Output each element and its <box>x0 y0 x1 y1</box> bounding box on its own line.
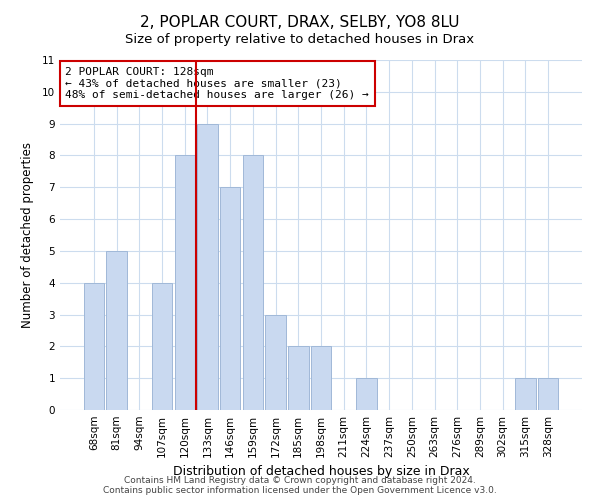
Bar <box>311 346 331 410</box>
Text: 2, POPLAR COURT, DRAX, SELBY, YO8 8LU: 2, POPLAR COURT, DRAX, SELBY, YO8 8LU <box>140 15 460 30</box>
Text: 2 POPLAR COURT: 128sqm
← 43% of detached houses are smaller (23)
48% of semi-det: 2 POPLAR COURT: 128sqm ← 43% of detached… <box>65 67 369 100</box>
Bar <box>242 156 263 410</box>
Bar <box>106 251 127 410</box>
Bar <box>152 282 172 410</box>
Bar <box>220 188 241 410</box>
Y-axis label: Number of detached properties: Number of detached properties <box>20 142 34 328</box>
Bar <box>197 124 218 410</box>
Bar <box>84 282 104 410</box>
Bar <box>538 378 558 410</box>
Bar <box>356 378 377 410</box>
X-axis label: Distribution of detached houses by size in Drax: Distribution of detached houses by size … <box>173 466 469 478</box>
Text: Size of property relative to detached houses in Drax: Size of property relative to detached ho… <box>125 32 475 46</box>
Bar <box>175 156 195 410</box>
Bar <box>515 378 536 410</box>
Bar <box>265 314 286 410</box>
Bar <box>288 346 308 410</box>
Text: Contains HM Land Registry data © Crown copyright and database right 2024.
Contai: Contains HM Land Registry data © Crown c… <box>103 476 497 495</box>
